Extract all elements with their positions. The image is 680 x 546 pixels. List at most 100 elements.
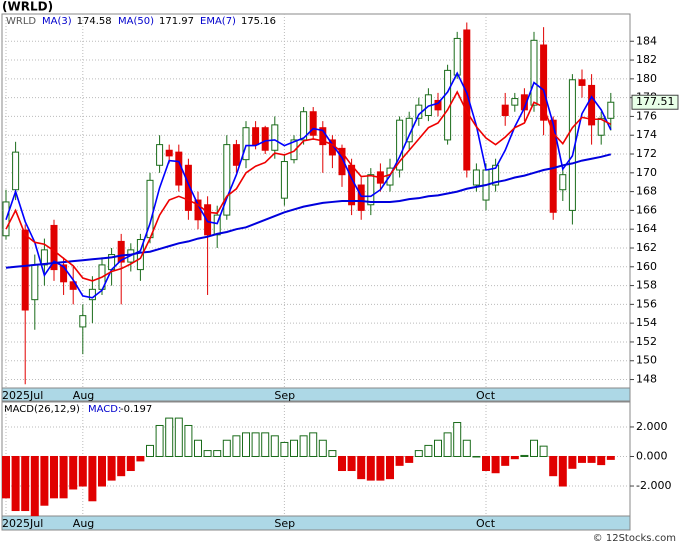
x-tick-label: Oct (476, 389, 496, 402)
candle-body (530, 39, 538, 106)
price-panel (1, 13, 631, 389)
macd-panel (1, 401, 631, 517)
macd-bar (376, 455, 385, 481)
candle-body (501, 104, 509, 116)
y-tick-label: 152 (636, 335, 657, 348)
macd-bar (251, 432, 260, 457)
macd-bar (146, 444, 154, 457)
macd-bar (11, 455, 20, 512)
macd-bar (213, 450, 222, 457)
macd-bar (386, 455, 394, 480)
candle-body (290, 139, 298, 161)
x-tick-label: Aug (73, 389, 94, 402)
candle-body (463, 29, 471, 171)
candle-body (348, 164, 356, 206)
macd-bar (117, 455, 126, 477)
macd-bar (606, 455, 615, 460)
macd-bar (222, 439, 231, 457)
x-tick-label: 2025Jul (2, 389, 43, 402)
macd-bar (539, 445, 548, 457)
candle-body (396, 119, 404, 171)
candle-body (588, 84, 596, 126)
macd-bar (21, 455, 30, 512)
candle-body (165, 149, 173, 157)
macd-bar (174, 417, 183, 457)
macd-bar (2, 455, 10, 499)
candle-body (12, 151, 20, 191)
x-tick-label: 2025Jul (2, 517, 43, 530)
x-tick-label: Sep (274, 389, 295, 402)
macd-bar (261, 432, 270, 457)
y-tick-label: 170 (636, 166, 657, 179)
macd-bar (578, 455, 586, 463)
y-tick-label: 156 (636, 297, 657, 310)
macd-bar (501, 455, 510, 466)
macd-bar (587, 455, 596, 463)
macd-bar (424, 444, 433, 457)
macd-bar (366, 455, 375, 481)
candle-body (232, 144, 240, 166)
y-tick-label: 172 (636, 147, 657, 160)
macd-bar (280, 441, 289, 457)
candle-body (472, 169, 480, 186)
macd-bar (491, 455, 500, 474)
y-tick-label: 168 (636, 185, 657, 198)
macd-title: MACD(26,12,9) (4, 404, 80, 415)
macd-bar (453, 422, 462, 457)
macd-bar (203, 450, 212, 457)
candle-body (184, 164, 192, 211)
macd-bar (165, 417, 174, 457)
y-tick-label: 160 (636, 260, 657, 273)
legend-name: EMA(7) (200, 16, 236, 27)
candle-body (559, 174, 567, 191)
macd-bar (50, 455, 58, 499)
macd-bar (126, 455, 135, 472)
candle-body (117, 240, 125, 263)
macd-bar (472, 455, 481, 458)
date-strip (1, 515, 631, 531)
candle-body (453, 37, 461, 76)
candle-body (338, 147, 346, 176)
candle-body (520, 94, 528, 111)
macd-bar (69, 455, 78, 490)
candle-body (156, 144, 164, 166)
candle-body (175, 151, 183, 186)
y-tick-label: 180 (636, 72, 657, 85)
macd-bar (88, 455, 97, 502)
macd-bar (558, 455, 567, 487)
candle-body (597, 117, 605, 136)
candle-body (223, 144, 231, 216)
candle-body (357, 184, 365, 211)
candle-body (492, 164, 500, 186)
candle-body (31, 264, 39, 301)
candle-body (271, 124, 279, 151)
macd-bar (405, 455, 414, 463)
y-tick-label: 0.000 (636, 449, 668, 462)
macd-bar (30, 455, 39, 517)
candle-body (367, 174, 375, 206)
macd-bar (194, 439, 202, 457)
macd-bar (299, 435, 308, 457)
macd-bar (232, 435, 241, 457)
macd-bar (338, 455, 346, 472)
macd-bar (309, 432, 318, 457)
candle-body (60, 264, 68, 283)
x-tick-label: Aug (73, 517, 94, 530)
macd-bar (242, 432, 250, 457)
legend-name: MA(3) (42, 16, 72, 27)
y-tick-label: 154 (636, 316, 657, 329)
legend-value: 174.58 (77, 16, 112, 27)
x-tick-label: Sep (274, 517, 295, 530)
last-price-box (631, 94, 679, 110)
candle-body (280, 161, 288, 199)
macd-bar (462, 439, 471, 457)
y-tick-label: 184 (636, 34, 657, 47)
legend-value: 175.16 (241, 16, 276, 27)
indicator-line (5, 153, 612, 269)
macd-bar (414, 450, 423, 457)
y-tick-label: 166 (636, 203, 657, 216)
x-tick-label: Oct (476, 517, 496, 530)
legend-name: MA(50) (118, 16, 154, 27)
candle-body (434, 99, 442, 111)
